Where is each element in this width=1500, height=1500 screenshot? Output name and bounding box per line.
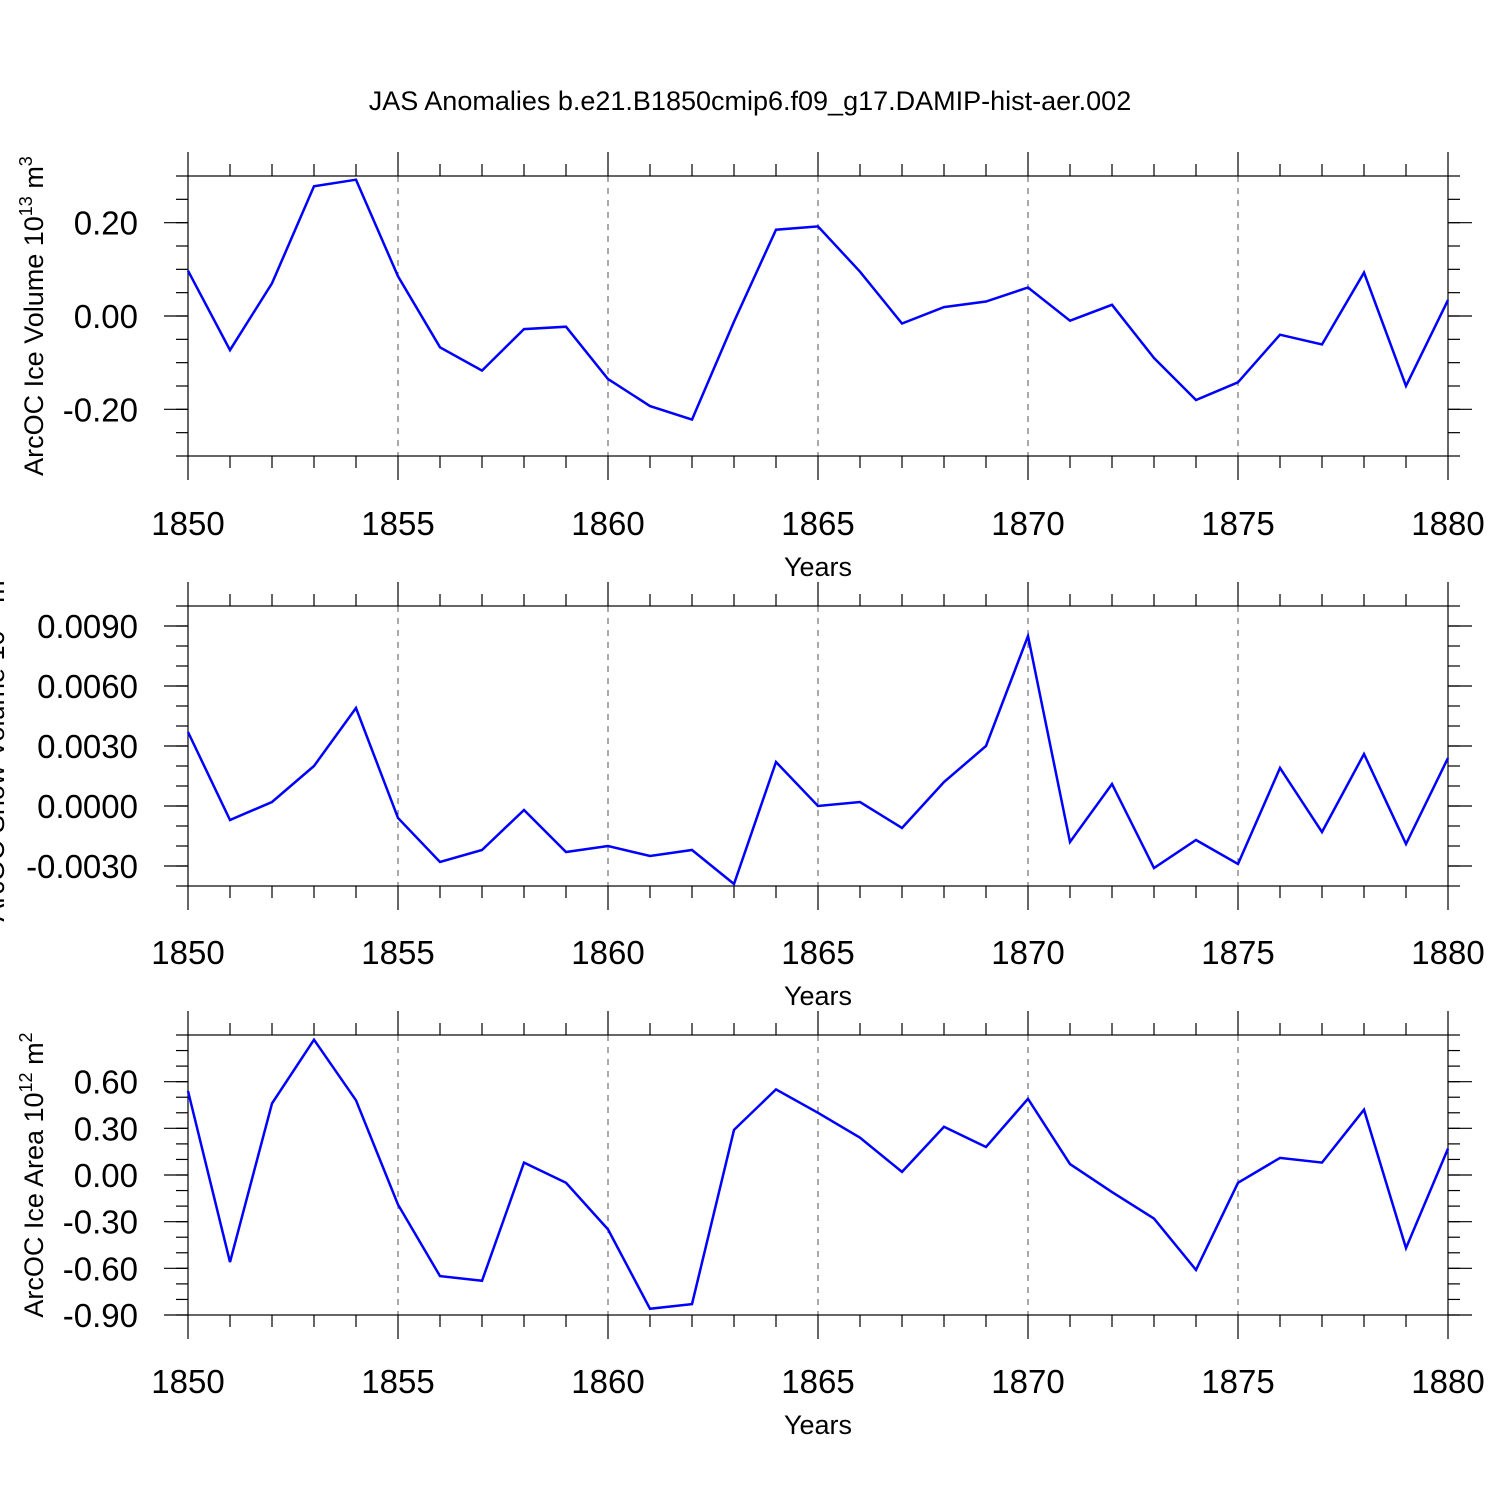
x-tick-label: 1850 — [151, 1363, 224, 1400]
x-axis-label: Years — [784, 981, 852, 1011]
x-tick-label: 1875 — [1201, 934, 1274, 971]
panel-ice-area: -0.90 -0.60 -0.30 0.00 0.30 0.60 1850 1855 1860 1… — [16, 1011, 1485, 1440]
y-tick-label: -0.30 — [63, 1204, 138, 1241]
x-tick-label: 1855 — [361, 505, 434, 542]
x-tick-label: 1865 — [781, 1363, 854, 1400]
x-tick-label: 1850 — [151, 934, 224, 971]
x-axis-label: Years — [784, 552, 852, 582]
y-tick-label: -0.60 — [63, 1250, 138, 1287]
x-tick-label: 1860 — [571, 934, 644, 971]
x-tick-label: 1875 — [1201, 1363, 1274, 1400]
series-line — [186, 631, 1450, 887]
y-tick-label: 0.0090 — [37, 608, 138, 645]
x-tick-label: 1855 — [361, 934, 434, 971]
y-axis-label: ArcOC Snow Volume 1013 m3 — [0, 570, 10, 921]
x-tick-label: 1865 — [781, 934, 854, 971]
y-tick-label: 0.0030 — [37, 728, 138, 765]
series-line — [186, 178, 1450, 422]
y-tick-label: 0.20 — [74, 205, 138, 242]
x-tick-label: 1880 — [1411, 505, 1484, 542]
x-tick-label: 1855 — [361, 1363, 434, 1400]
y-tick-label: -0.90 — [63, 1297, 138, 1334]
x-tick-label: 1870 — [991, 934, 1064, 971]
y-tick-label: 0.0000 — [37, 788, 138, 825]
x-tick-label: 1880 — [1411, 1363, 1484, 1400]
series-line — [186, 1037, 1450, 1311]
y-axis-label: ArcOC Ice Area 1012 m2 — [16, 1032, 49, 1317]
x-tick-label: 1870 — [991, 1363, 1064, 1400]
y-tick-label: 0.0060 — [37, 668, 138, 705]
chart-title: JAS Anomalies b.e21.B1850cmip6.f09_g17.D… — [369, 86, 1131, 116]
y-tick-label: -0.20 — [63, 391, 138, 428]
y-tick-label: 0.00 — [74, 1157, 138, 1194]
x-tick-label: 1865 — [781, 505, 854, 542]
x-tick-label: 1880 — [1411, 934, 1484, 971]
x-tick-label: 1870 — [991, 505, 1064, 542]
x-axis-label: Years — [784, 1410, 852, 1440]
y-tick-label: 0.30 — [74, 1110, 138, 1147]
panel-snow-volume: -0.0030 0.0000 0.0030 0.0060 0.0090 1850 1855 1… — [0, 570, 1485, 1011]
y-tick-label: 0.60 — [74, 1064, 138, 1101]
y-axis-label: ArcOC Ice Volume 1013 m3 — [16, 156, 49, 476]
x-tick-label: 1850 — [151, 505, 224, 542]
x-tick-label: 1875 — [1201, 505, 1274, 542]
y-tick-label: -0.0030 — [26, 848, 138, 885]
x-tick-label: 1860 — [571, 505, 644, 542]
y-tick-label: 0.00 — [74, 298, 138, 335]
x-tick-label: 1860 — [571, 1363, 644, 1400]
panel-ice-volume: -0.20 0.00 0.20 1850 1855 1860 1865 1870 1875 188… — [16, 152, 1485, 582]
